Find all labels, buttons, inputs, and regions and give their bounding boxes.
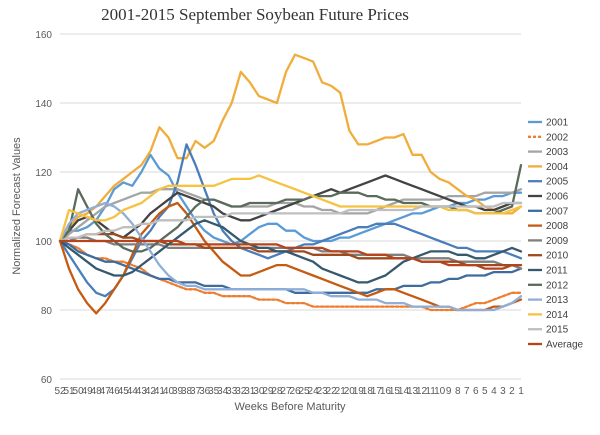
x-tick-label: 36 (199, 386, 211, 397)
x-tick-label: 35 (208, 386, 220, 397)
y-tick-label: 80 (41, 306, 53, 317)
x-tick-label: 4 (491, 386, 497, 397)
x-tick-label: 16 (380, 386, 392, 397)
legend-label: 2012 (546, 280, 569, 291)
x-tick-label: 11 (425, 386, 436, 397)
series-line-2011 (58, 219, 523, 284)
x-tick-label: 23 (317, 386, 329, 397)
x-tick-label: 18 (362, 386, 374, 397)
legend-label: 2007 (546, 206, 569, 217)
legend-label: 2015 (546, 325, 569, 336)
x-tick-label: 52 (54, 386, 66, 397)
x-tick-label: 38 (181, 386, 193, 397)
series-line-2007 (58, 239, 523, 294)
x-tick-label: 40 (163, 386, 175, 397)
x-tick-label: 2 (509, 386, 515, 397)
series-line-2005 (58, 143, 523, 298)
series-line-2013 (58, 201, 523, 312)
series-line-2004 (58, 53, 523, 243)
x-axis-label: Weeks Before Maturity (234, 401, 346, 413)
y-tick-label: 120 (35, 168, 52, 179)
x-tick-label: 14 (398, 386, 410, 397)
x-tick-label: 48 (91, 386, 103, 397)
y-axis-label: Normalized Forecast Values (11, 137, 23, 275)
x-tick-label: 24 (308, 386, 320, 397)
x-tick-label: 46 (109, 386, 121, 397)
chart-title: 2001-2015 September Soybean Future Price… (101, 5, 409, 24)
x-tick-label: 39 (172, 386, 184, 397)
x-tick-label: 41 (154, 386, 166, 397)
legend-label: 2011 (546, 266, 568, 277)
y-tick-label: 100 (35, 237, 52, 248)
x-tick-label: 7 (464, 386, 470, 397)
x-tick-label: 51 (63, 386, 75, 397)
x-tick-label: 37 (190, 386, 202, 397)
x-tick-label: 50 (73, 386, 85, 397)
series-line-2014 (58, 174, 523, 243)
x-tick-label: 19 (353, 386, 365, 397)
legend-label: 2001 (546, 118, 569, 129)
x-tick-label: 27 (280, 386, 292, 397)
x-tick-label: 34 (217, 386, 229, 397)
x-tick-label: 30 (253, 386, 265, 397)
x-tick-label: 3 (500, 386, 506, 397)
series-line-2015 (58, 201, 523, 243)
x-tick-label: 13 (407, 386, 419, 397)
y-axis-ticks: 60 80 100 120 140 160 (35, 30, 52, 386)
legend-label: 2010 (546, 251, 569, 262)
x-tick-label: 17 (371, 386, 383, 397)
x-tick-label: 42 (145, 386, 157, 397)
legend-label: 2008 (546, 221, 569, 232)
x-tick-label: 1 (518, 386, 524, 397)
series-line-average (58, 239, 523, 270)
legend-label: 2009 (546, 236, 569, 247)
legend-label: 2006 (546, 192, 569, 203)
x-tick-label: 9 (446, 386, 452, 397)
x-tick-label: 28 (271, 386, 283, 397)
legend-label: 2013 (546, 295, 569, 306)
x-tick-label: 49 (82, 386, 94, 397)
x-tick-label: 44 (127, 386, 139, 397)
legend-label: 2005 (546, 177, 569, 188)
x-tick-label: 22 (326, 386, 338, 397)
x-tick-label: 25 (298, 386, 310, 397)
legend-label: 2004 (546, 162, 569, 173)
legend-label: 2014 (546, 310, 569, 321)
series-line-2006 (58, 174, 523, 243)
legend-label: Average (546, 340, 584, 351)
x-tick-label: 20 (344, 386, 356, 397)
x-tick-label: 26 (289, 386, 301, 397)
x-tick-label: 15 (389, 386, 401, 397)
x-tick-label: 6 (473, 386, 479, 397)
x-tick-label: 29 (262, 386, 274, 397)
legend: 2001 2002 2003 2004 2005 2006 2007 2008 2009 2010… (528, 118, 584, 351)
x-tick-label: 47 (100, 386, 112, 397)
x-tick-label: 10 (434, 386, 446, 397)
x-tick-label: 45 (118, 386, 130, 397)
x-tick-label: 21 (335, 386, 347, 397)
legend-label: 2002 (546, 132, 569, 143)
x-tick-label: 5 (482, 386, 488, 397)
series-lines (58, 53, 523, 315)
x-axis-ticks: 5251504948474645444342414039383736353433… (54, 386, 524, 397)
legend-label: 2003 (546, 147, 569, 158)
x-tick-label: 43 (136, 386, 148, 397)
series-line-2002 (58, 239, 523, 312)
y-tick-label: 60 (41, 375, 53, 386)
x-tick-label: 8 (455, 386, 461, 397)
x-tick-label: 33 (226, 386, 238, 397)
y-tick-label: 140 (35, 99, 52, 110)
x-tick-label: 31 (244, 386, 256, 397)
x-tick-label: 32 (235, 386, 247, 397)
x-tick-label: 12 (416, 386, 428, 397)
series-line-2010 (58, 232, 523, 267)
y-tick-label: 160 (35, 30, 52, 41)
